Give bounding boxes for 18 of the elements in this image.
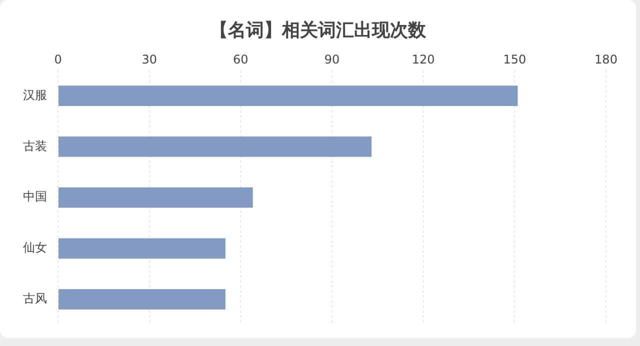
y-tick-label: 古装 xyxy=(23,138,47,153)
chart-title: 【名词】相关词汇出现次数 xyxy=(209,19,427,42)
x-tick-label: 90 xyxy=(324,52,340,66)
x-tick-label: 0 xyxy=(54,52,62,66)
bar xyxy=(58,289,226,310)
bar xyxy=(58,238,226,259)
x-tick-label: 150 xyxy=(503,52,526,66)
y-tick-label: 古风 xyxy=(23,291,47,306)
bar xyxy=(58,86,518,106)
x-tick-label: 30 xyxy=(142,52,157,66)
y-tick-label: 中国 xyxy=(23,190,47,204)
bar xyxy=(58,136,372,157)
bar xyxy=(58,187,253,208)
y-tick-label: 汉服 xyxy=(23,88,47,102)
y-tick-label: 仙女 xyxy=(23,240,47,255)
x-tick-label: 180 xyxy=(594,52,618,66)
x-tick-label: 60 xyxy=(233,52,248,66)
x-tick-label: 120 xyxy=(412,52,435,66)
